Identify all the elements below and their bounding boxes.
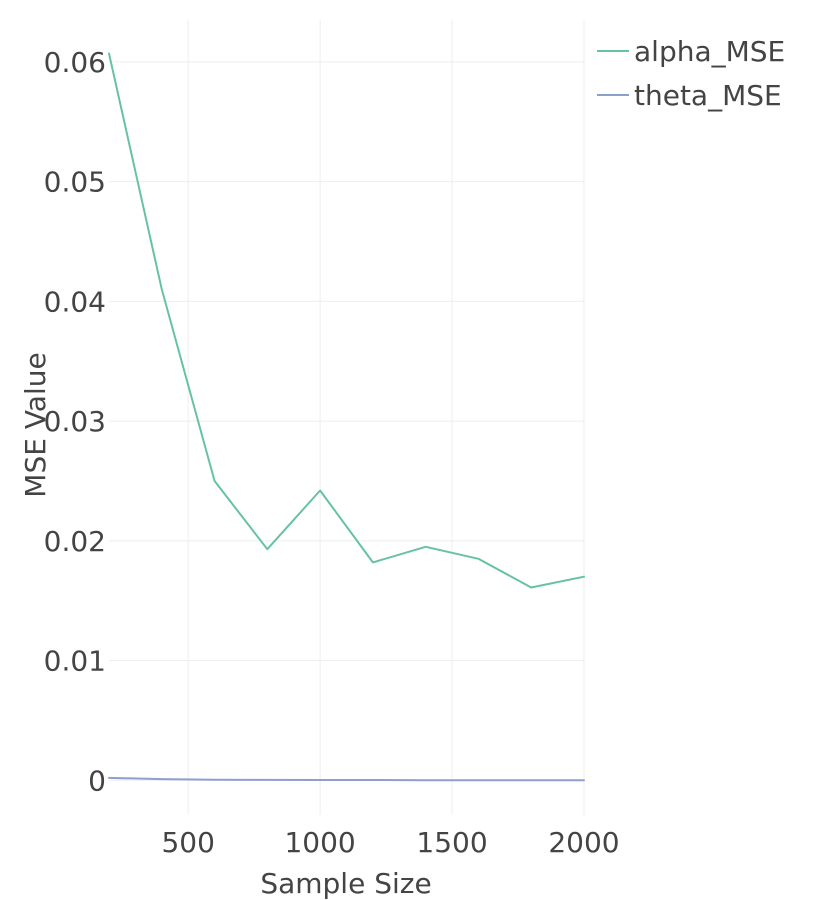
series-line-alpha-mse bbox=[108, 52, 585, 589]
y-tick-label: 0.05 bbox=[44, 166, 106, 199]
series-line-theta-mse bbox=[108, 776, 585, 782]
x-axis: 500 1000 1500 2000 bbox=[161, 826, 619, 859]
x-tick-label: 1500 bbox=[416, 826, 487, 859]
y-tick-label: 0.04 bbox=[44, 285, 106, 318]
y-axis-title: MSE Value bbox=[19, 352, 52, 497]
legend: alpha_MSE theta_MSE bbox=[597, 35, 785, 112]
legend-label: theta_MSE bbox=[634, 79, 782, 112]
x-axis-title: Sample Size bbox=[260, 867, 431, 900]
x-tick-label: 500 bbox=[161, 826, 214, 859]
x-tick-label: 2000 bbox=[548, 826, 619, 859]
y-tick-label: 0 bbox=[88, 764, 106, 797]
y-tick-label: 0.02 bbox=[44, 525, 106, 558]
y-tick-label: 0.06 bbox=[44, 46, 106, 79]
x-tick-label: 1000 bbox=[284, 826, 355, 859]
legend-label: alpha_MSE bbox=[634, 35, 785, 68]
y-tick-label: 0.01 bbox=[44, 645, 106, 678]
y-axis: 0 0.01 0.02 0.03 0.04 0.05 0.06 bbox=[44, 46, 106, 797]
grid bbox=[109, 20, 585, 815]
series-group bbox=[108, 52, 585, 782]
y-tick-label: 0.03 bbox=[44, 405, 106, 438]
